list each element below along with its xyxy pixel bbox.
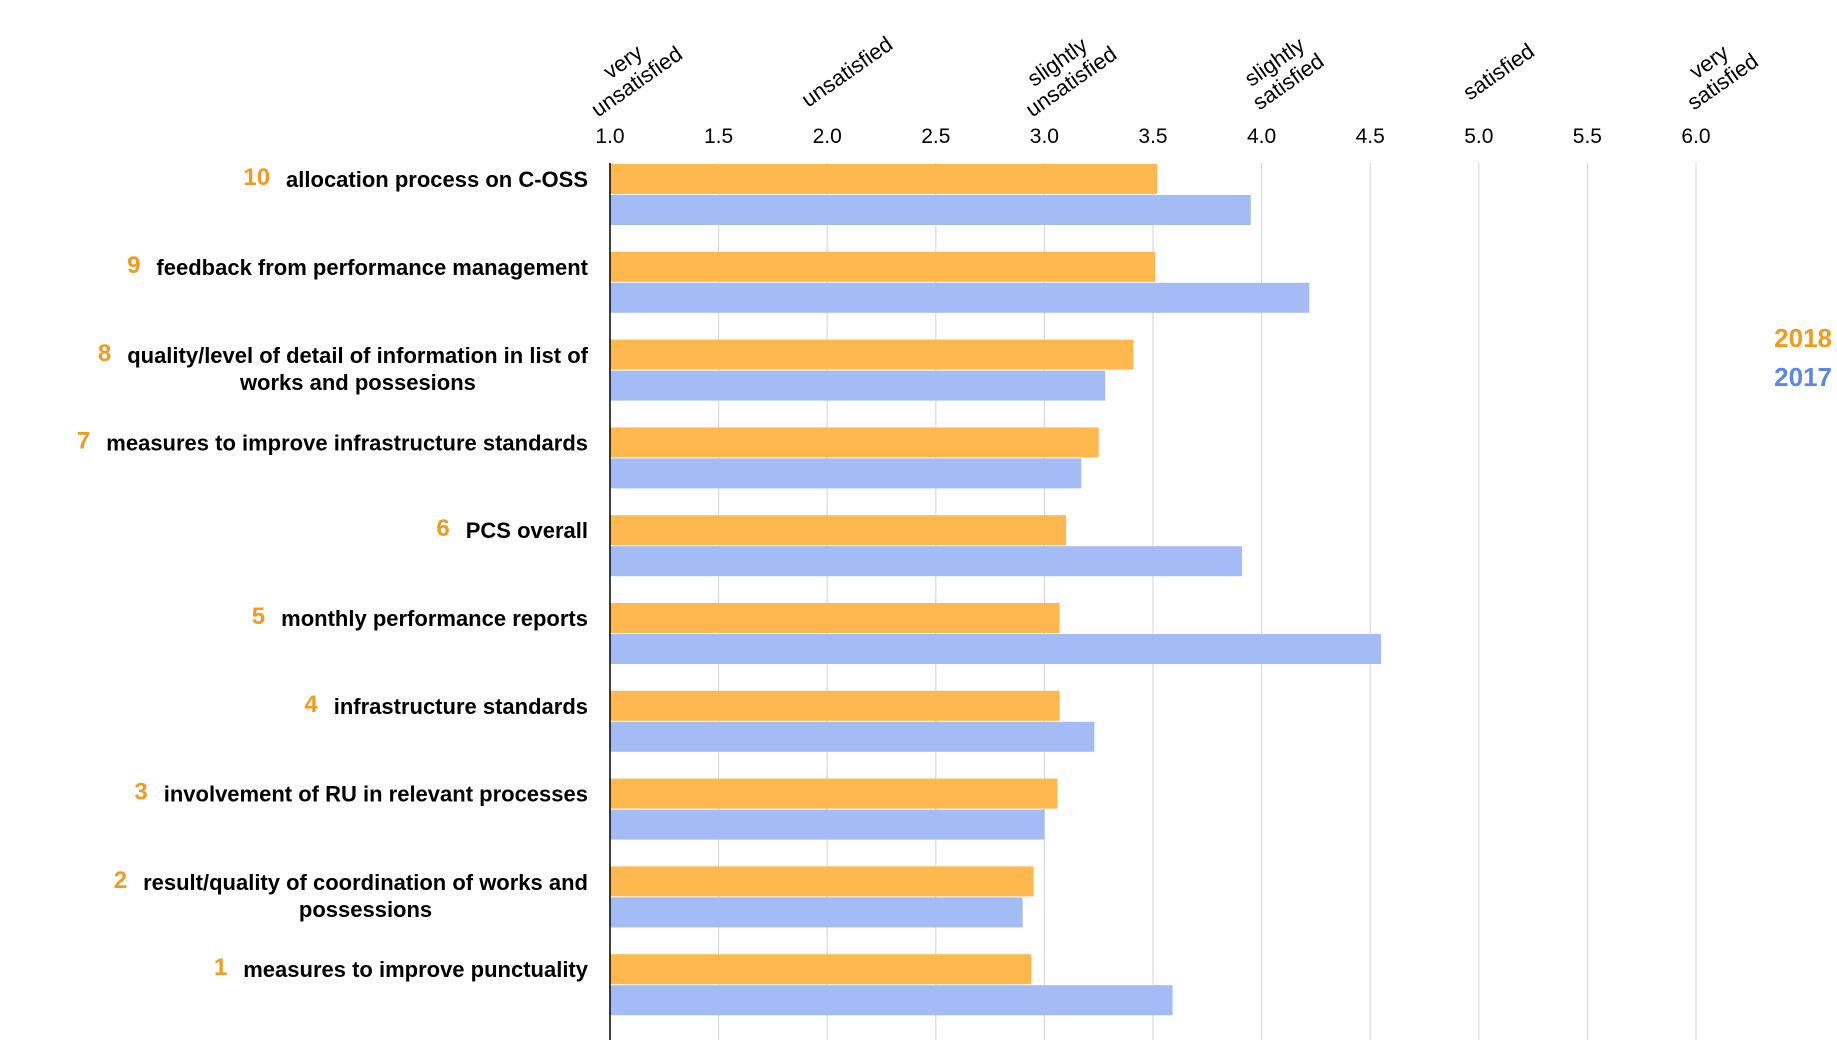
bar-2017 — [610, 721, 1095, 752]
category-label: PCS overall — [466, 518, 588, 543]
scale-label: unsatisfied — [797, 31, 898, 112]
category-label: infrastructure standards — [334, 694, 588, 719]
bar-2017 — [610, 195, 1251, 225]
bar-2017 — [610, 634, 1382, 664]
bar-2017 — [610, 897, 1023, 928]
legend-2018: 2018 — [1774, 323, 1832, 353]
bar-2018 — [610, 427, 1099, 458]
legend-2017: 2017 — [1774, 362, 1832, 392]
rank-number: 6 — [436, 515, 449, 542]
bar-2017 — [610, 282, 1310, 313]
scale-label-line: satisfied — [1458, 38, 1538, 105]
x-tick-label: 3.5 — [1138, 125, 1167, 148]
rank-number: 1 — [214, 954, 227, 981]
bar-2018 — [610, 164, 1158, 194]
category-label: quality/level of detail of information i… — [127, 343, 588, 368]
rank-number: 8 — [98, 340, 111, 367]
x-tick-label: 3.0 — [1030, 125, 1059, 148]
bar-2018 — [610, 866, 1034, 897]
bar-2017 — [610, 458, 1082, 489]
scale-label: satisfied — [1458, 38, 1538, 105]
category-label: result/quality of coordination of works … — [143, 870, 588, 895]
x-tick-label: 2.0 — [813, 125, 842, 148]
rank-number: 9 — [127, 252, 140, 279]
x-tick-label: 1.0 — [595, 125, 624, 148]
x-tick-label: 4.0 — [1247, 125, 1276, 148]
rank-number: 3 — [134, 779, 147, 806]
rank-number: 5 — [252, 603, 265, 630]
x-tick-label: 5.0 — [1464, 125, 1493, 148]
bar-2017 — [610, 985, 1173, 1016]
scale-label-line: unsatisfied — [797, 31, 898, 112]
category-label: allocation process on C-OSS — [286, 167, 588, 192]
bar-2017 — [610, 809, 1045, 840]
x-tick-label: 6.0 — [1681, 125, 1710, 148]
x-tick-label: 5.5 — [1573, 125, 1602, 148]
bar-2017 — [610, 546, 1243, 577]
category-label: measures to improve punctuality — [243, 957, 589, 982]
bar-2018 — [610, 339, 1134, 370]
x-tick-label: 4.5 — [1356, 125, 1385, 148]
category-label: possessions — [299, 897, 432, 922]
x-tick-label: 2.5 — [921, 125, 950, 148]
bar-2018 — [610, 954, 1032, 985]
rank-number: 7 — [77, 427, 90, 454]
rank-number: 10 — [243, 164, 270, 191]
bar-2018 — [610, 603, 1060, 633]
category-label: feedback from performance management — [156, 255, 588, 280]
category-label: measures to improve infrastructure stand… — [106, 430, 588, 455]
bar-2017 — [610, 370, 1106, 401]
rank-number: 2 — [114, 867, 127, 894]
bar-2018 — [610, 690, 1060, 721]
category-label: involvement of RU in relevant processes — [164, 782, 588, 807]
bar-2018 — [610, 778, 1058, 809]
x-tick-label: 1.5 — [704, 125, 733, 148]
rank-number: 4 — [304, 691, 318, 718]
bar-2018 — [610, 515, 1067, 546]
category-label: monthly performance reports — [281, 606, 588, 631]
category-label: works and possesions — [239, 370, 476, 395]
bar-2018 — [610, 251, 1156, 282]
